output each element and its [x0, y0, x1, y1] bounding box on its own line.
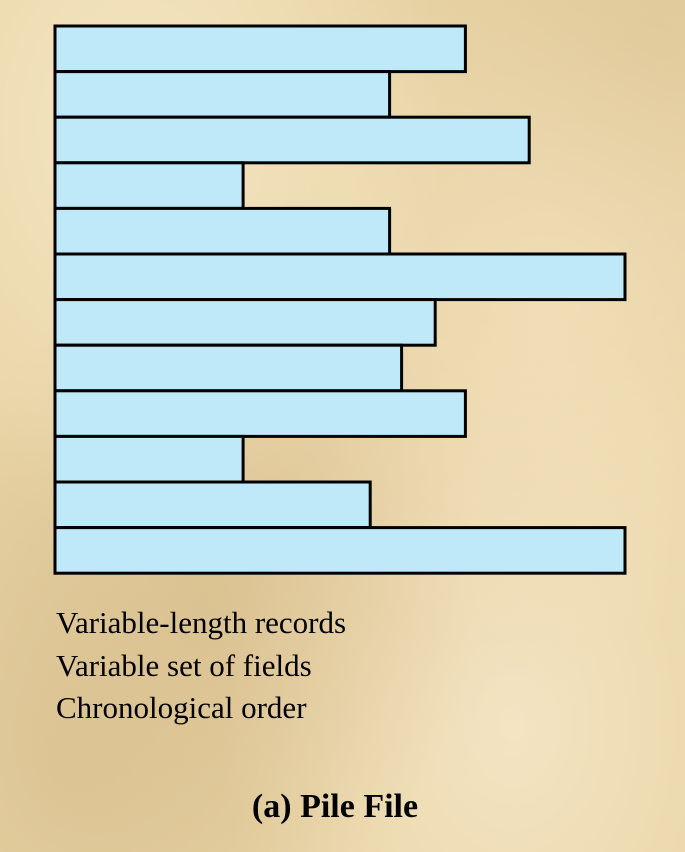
note-chronological-order: Chronological order — [56, 690, 307, 725]
record-bar-10 — [53, 434, 245, 484]
note-variable-length-records: Variable-length records — [56, 605, 347, 640]
pile-file-diagram — [53, 24, 627, 575]
record-bar-7 — [53, 298, 437, 347]
record-bar-8 — [53, 343, 404, 393]
note-variable-set-of-fields: Variable set of fields — [56, 647, 312, 683]
record-bar-4 — [53, 161, 245, 210]
figure-title: (a) Pile File — [251, 788, 419, 825]
record-notes: Variable-length records Variable set of … — [56, 602, 346, 730]
record-bar-2 — [53, 70, 392, 119]
record-bar-3 — [53, 115, 531, 165]
record-bar-12 — [53, 526, 627, 575]
record-bar-6 — [53, 252, 627, 302]
record-bar-11 — [53, 480, 372, 530]
record-bar-5 — [53, 206, 392, 256]
record-bar-1 — [53, 24, 467, 74]
record-bar-9 — [53, 389, 467, 438]
